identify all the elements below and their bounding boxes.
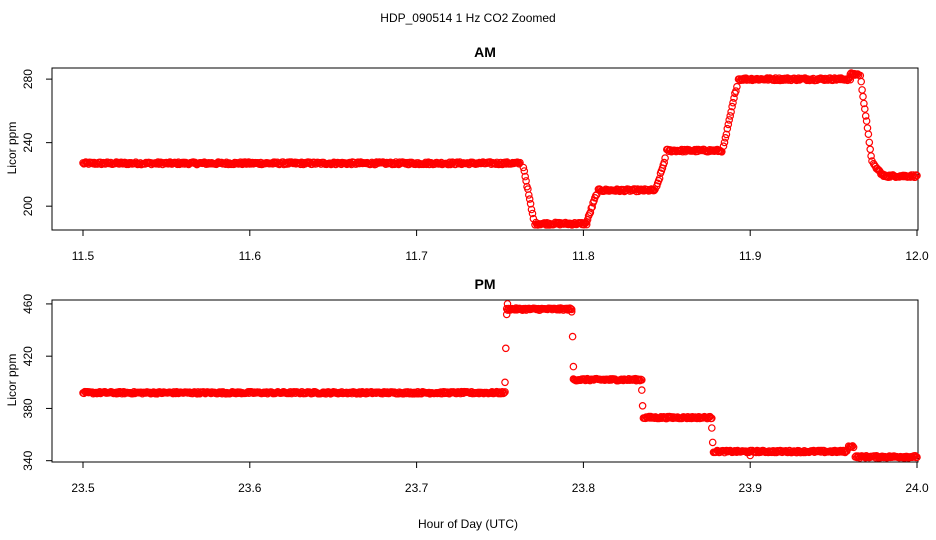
panel-am: AM Licor ppm 11.5 11.6 11.7 11.8 11.9 12.0 200… xyxy=(5,44,929,263)
data-point xyxy=(857,77,866,86)
x-tick-label-am: 11.9 xyxy=(739,249,762,263)
data-point xyxy=(356,389,365,398)
data-point xyxy=(866,145,875,154)
data-point xyxy=(859,92,867,101)
data-point xyxy=(867,152,875,160)
data-point xyxy=(720,138,729,147)
data-point xyxy=(708,438,717,447)
x-tick-label-am: 12.0 xyxy=(905,249,929,263)
y-tick-label-pm: 420 xyxy=(21,346,35,366)
data-point xyxy=(729,98,737,107)
x-tick-label-pm: 23.5 xyxy=(71,481,95,495)
x-tick-label-pm: 23.7 xyxy=(405,481,429,495)
data-point xyxy=(728,102,736,111)
data-point xyxy=(495,388,504,396)
data-point xyxy=(841,448,849,457)
x-tick-label-am: 11.8 xyxy=(572,249,595,263)
data-point xyxy=(848,442,857,450)
data-point xyxy=(591,191,600,200)
panel-title-pm: PM xyxy=(475,276,496,292)
x-tick-label-am: 11.5 xyxy=(72,249,95,263)
y-tick-label-am: 240 xyxy=(21,132,35,152)
data-point xyxy=(727,108,735,116)
data-point xyxy=(637,376,646,384)
data-point xyxy=(526,200,535,208)
data-point xyxy=(722,130,731,139)
x-tick-label-am: 11.6 xyxy=(239,249,262,263)
ylabel-am: Licor ppm xyxy=(5,122,19,175)
ylabel-pm: Licor ppm xyxy=(5,354,19,407)
data-point xyxy=(502,310,511,319)
data-point xyxy=(913,171,921,180)
data-point xyxy=(568,332,577,341)
figure-title: HDP_090514 1 Hz CO2 Zoomed xyxy=(380,11,555,25)
x-tick-label-pm: 23.8 xyxy=(572,481,596,495)
data-point xyxy=(525,195,534,203)
data-point xyxy=(524,191,533,199)
x-tick-label-pm: 23.6 xyxy=(238,481,262,495)
data-point xyxy=(865,138,874,147)
data-point xyxy=(721,134,730,142)
data-points-pm xyxy=(79,300,921,462)
data-point xyxy=(528,209,537,218)
data-point xyxy=(732,87,740,95)
data-point xyxy=(566,304,575,313)
data-point xyxy=(655,174,664,183)
data-point xyxy=(515,160,523,168)
x-axis-label: Hour of Day (UTC) xyxy=(418,517,518,531)
data-point xyxy=(567,305,576,314)
x-tick-label-pm: 23.9 xyxy=(739,481,763,495)
data-point xyxy=(860,99,868,108)
plot-frame-pm xyxy=(51,299,919,463)
x-tick-label-am: 11.7 xyxy=(405,249,428,263)
panel-pm: PM Licor ppm 23.5 23.6 23.7 23.8 23.9 24.0 340… xyxy=(5,276,929,495)
data-point xyxy=(569,362,578,371)
y-tick-label-pm: 380 xyxy=(21,398,35,418)
data-point xyxy=(637,386,646,394)
data-point xyxy=(660,158,669,167)
data-point xyxy=(707,424,716,432)
data-point xyxy=(661,154,669,162)
data-point xyxy=(567,307,576,316)
data-point xyxy=(521,172,530,181)
data-point xyxy=(527,205,536,214)
data-point xyxy=(746,451,755,460)
data-point xyxy=(501,378,509,387)
data-point xyxy=(519,163,528,172)
data-point xyxy=(839,446,848,455)
data-point xyxy=(733,82,741,91)
data-point xyxy=(858,86,866,94)
y-tick-label-pm: 460 xyxy=(21,294,35,314)
data-point xyxy=(862,117,871,125)
data-point xyxy=(913,453,921,462)
data-point xyxy=(860,105,869,113)
data-point xyxy=(501,344,510,353)
data-point xyxy=(719,142,728,151)
y-tick-label-am: 200 xyxy=(21,196,35,216)
x-tick-label-pm: 24.0 xyxy=(905,481,929,495)
data-point xyxy=(723,124,732,133)
data-points-am xyxy=(79,69,921,229)
data-point xyxy=(503,300,512,308)
data-point xyxy=(849,443,858,452)
data-point xyxy=(500,389,508,397)
data-point xyxy=(730,94,738,102)
panel-title-am: AM xyxy=(474,44,496,60)
y-tick-label-pm: 340 xyxy=(21,450,35,470)
data-point xyxy=(501,388,509,396)
data-point xyxy=(638,401,647,410)
data-point xyxy=(863,124,872,132)
data-point xyxy=(864,130,873,139)
plot-frame-am xyxy=(51,67,919,231)
data-point xyxy=(724,120,733,129)
data-point xyxy=(861,112,870,120)
data-point xyxy=(726,112,735,120)
data-point xyxy=(707,414,716,423)
data-point xyxy=(582,220,591,229)
data-point xyxy=(725,116,734,124)
y-tick-label-am: 280 xyxy=(21,69,35,89)
data-point xyxy=(520,167,529,175)
